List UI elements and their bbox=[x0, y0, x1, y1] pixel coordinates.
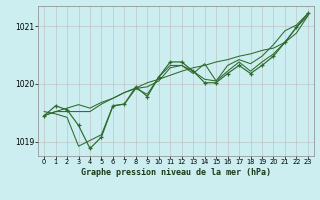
X-axis label: Graphe pression niveau de la mer (hPa): Graphe pression niveau de la mer (hPa) bbox=[81, 168, 271, 177]
